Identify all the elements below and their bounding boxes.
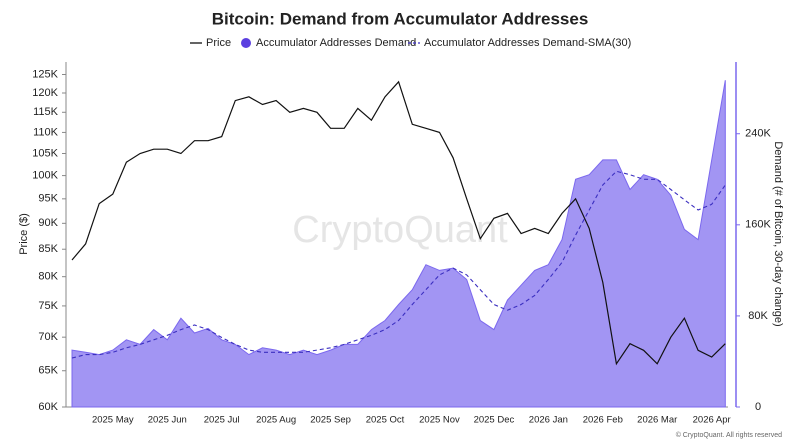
y-tick-label: 65K <box>38 365 58 377</box>
y-tick-label: 90K <box>38 217 58 229</box>
y2-tick-label: 240K <box>745 128 771 140</box>
y-tick-label: 80K <box>38 271 58 283</box>
x-tick-label: 2025 May <box>92 415 134 426</box>
y-tick-label: 75K <box>38 300 58 312</box>
x-tick-label: 2025 Sep <box>310 415 351 426</box>
footer: © CryptoQuant. All rights reserved <box>676 431 782 439</box>
x-tick-label: 2025 Dec <box>474 415 515 426</box>
y-tick-label: 120K <box>32 87 58 99</box>
y-tick-label: 105K <box>32 147 58 159</box>
x-tick-label: 2025 Nov <box>419 415 460 426</box>
x-tick-label: 2026 Apr <box>693 415 731 426</box>
y2-axis-title: Demand (# of Bitcoin, 30-day change) <box>772 141 784 326</box>
y2-tick-label: 80K <box>748 310 768 322</box>
y-tick-label: 70K <box>38 331 58 343</box>
x-tick-label: 2025 Jun <box>148 415 187 426</box>
x-tick-label: 2025 Aug <box>256 415 296 426</box>
y2-tick-label: 0 <box>755 401 761 413</box>
demand-area <box>71 80 726 408</box>
x-tick-label: 2025 Oct <box>366 415 405 426</box>
legend-label: Price <box>206 37 231 49</box>
watermark: CryptoQuant <box>292 209 508 251</box>
sma-line <box>71 170 726 359</box>
y-tick-label: 60K <box>38 401 58 413</box>
x-tick-label: 2025 Jul <box>204 415 240 426</box>
y-axis-title: Price ($) <box>18 213 30 255</box>
y-tick-label: 85K <box>38 243 58 255</box>
y-tick-label: 115K <box>33 106 59 118</box>
y-tick-label: 100K <box>32 170 58 182</box>
chart-title: Bitcoin: Demand from Accumulator Address… <box>212 9 589 28</box>
y-tick-label: 95K <box>38 193 58 205</box>
x-tick-label: 2026 Jan <box>529 415 568 426</box>
x-tick-label: 2026 Feb <box>583 415 623 426</box>
legend-label: Accumulator Addresses Demand <box>256 37 416 49</box>
legend-swatch <box>241 38 251 48</box>
y-tick-label: 110K <box>33 126 59 138</box>
y2-tick-label: 160K <box>745 219 771 231</box>
price-line <box>71 80 726 366</box>
x-tick-label: 2026 Mar <box>637 415 677 426</box>
y-tick-label: 125K <box>32 68 58 80</box>
legend-label: Accumulator Addresses Demand-SMA(30) <box>424 37 631 49</box>
